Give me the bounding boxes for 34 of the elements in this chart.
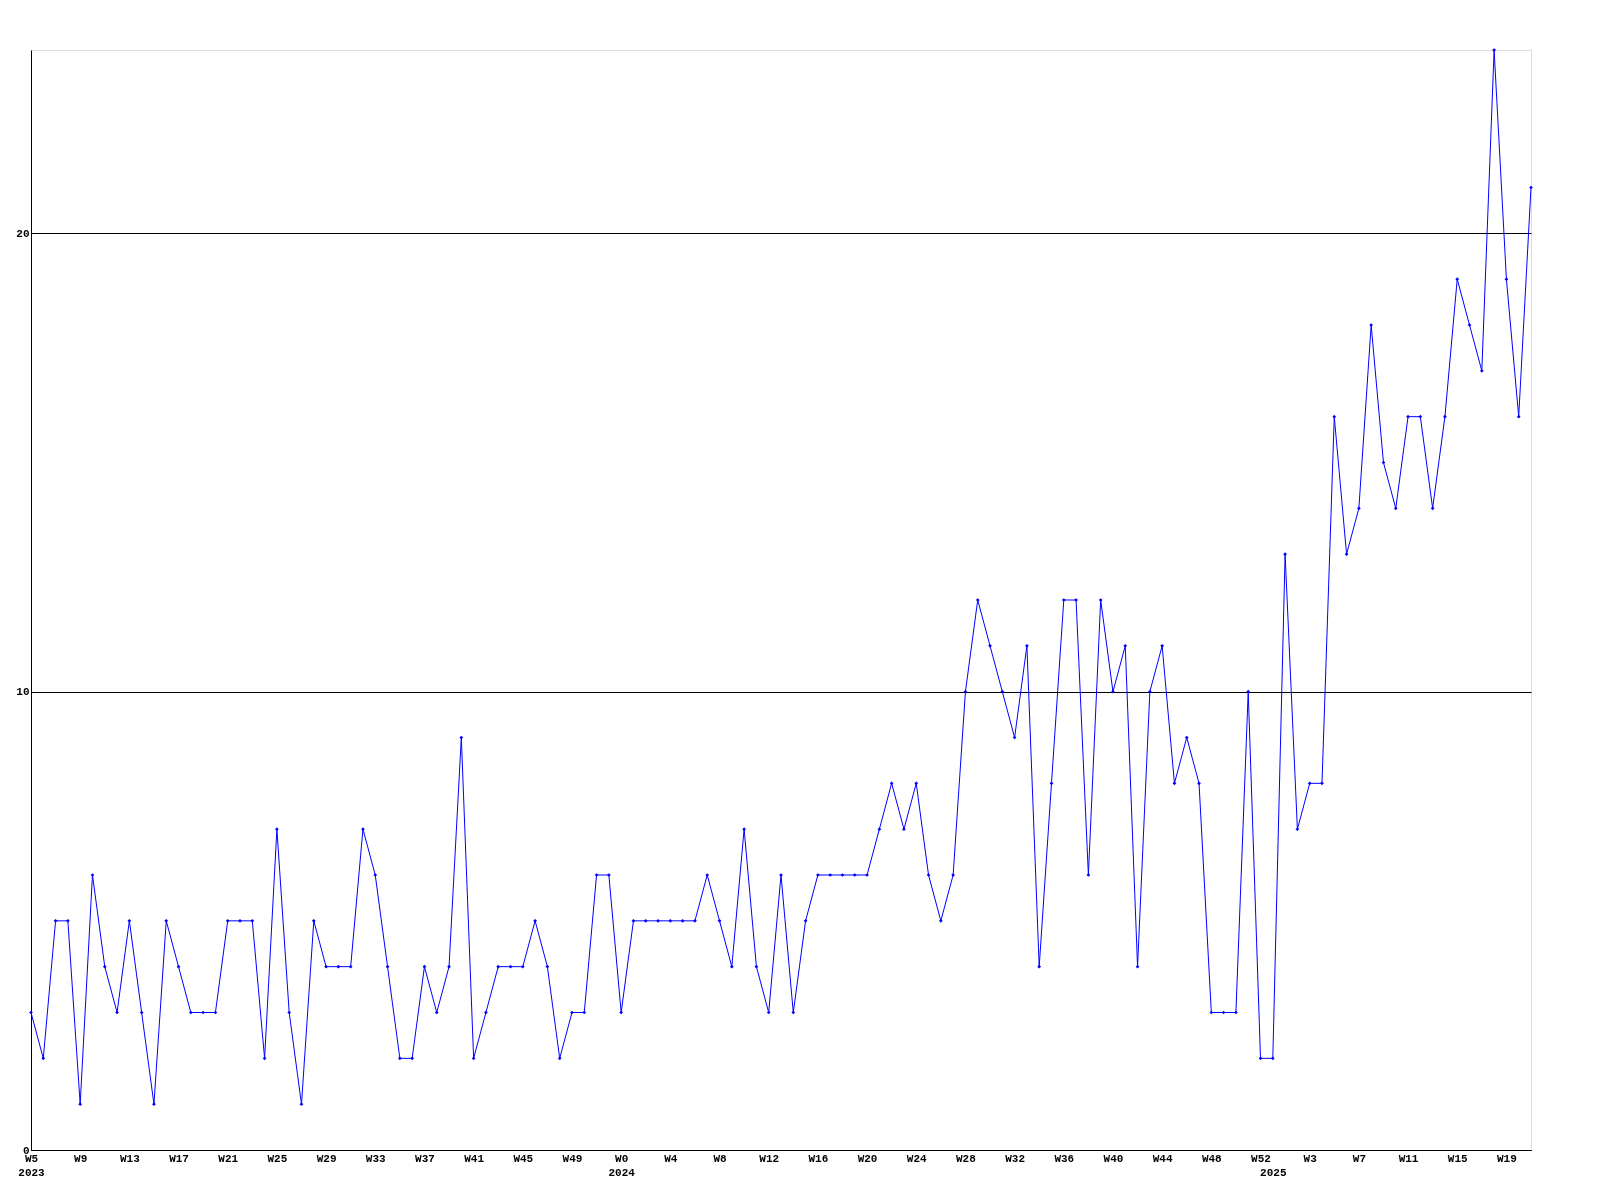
x-tick-label: W7 (1352, 1152, 1366, 1165)
x-tick-label: W4 (664, 1152, 678, 1165)
x-tick-label: W13 (119, 1152, 141, 1165)
x-tick-label: W19 (1497, 1152, 1517, 1165)
x-tick-label: W9 (74, 1152, 88, 1165)
x-tick-label: W37 (415, 1152, 435, 1165)
x-tick-label: W11 (1398, 1152, 1419, 1165)
x-tick-label: W0 2024 (608, 1152, 636, 1179)
x-tick-label: W49 (562, 1152, 583, 1165)
x-tick-label: 2025 (1260, 1166, 1287, 1179)
y-tick-label: 20 (16, 227, 30, 240)
x-tick-label: W33 (365, 1152, 387, 1165)
x-tick-label: W17 (169, 1152, 189, 1165)
x-tick-label: W8 (713, 1152, 728, 1165)
x-tick-label: W16 (808, 1152, 829, 1165)
x-tick-label: W12 (759, 1152, 780, 1165)
x-tick-label: W15 (1447, 1152, 1469, 1165)
x-tick-label: W21 (218, 1152, 239, 1165)
x-tick-label: W29 (316, 1152, 337, 1165)
x-tick-label: W36 (1054, 1152, 1075, 1165)
x-tick-label: W25 (267, 1152, 288, 1165)
x-tick-label: W52 (1251, 1152, 1271, 1165)
x-tick-label: W28 (956, 1152, 977, 1165)
x-tick-label: W32 (1005, 1152, 1026, 1165)
y-tick-label: 10 (16, 686, 30, 699)
x-tick-label: W5 2023 (18, 1152, 46, 1179)
x-tick-label: W24 (906, 1152, 928, 1165)
x-tick-label: W48 (1201, 1152, 1223, 1165)
x-tick-label: W41 (464, 1152, 485, 1165)
x-tick-label: W40 (1103, 1152, 1124, 1165)
x-tick-label: W3 (1303, 1152, 1318, 1165)
x-tick-label: W44 (1152, 1152, 1173, 1165)
x-tick-label: W45 (513, 1152, 534, 1165)
x-tick-label: W20 (857, 1152, 878, 1165)
